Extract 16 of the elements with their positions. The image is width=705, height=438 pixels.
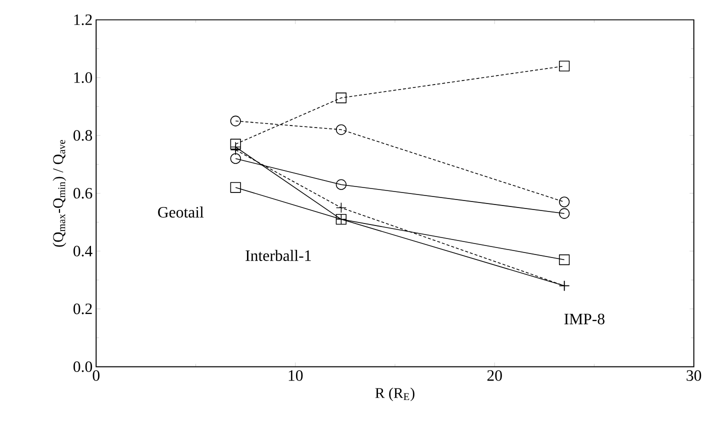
annotation: Geotail [158,206,204,218]
x-tick-label: 20 [487,370,502,381]
y-tick-label: 0.8 [74,130,92,141]
y-tick-label: 1.0 [74,72,92,83]
y-tick-label: 0.0 [74,361,92,372]
x-tick-label: 0 [92,370,100,381]
x-tick-label: 30 [686,370,702,381]
y-tick-label: 0.6 [74,188,92,199]
y-axis-title: (Q$_{max}$-Q$_{min}$) / Q$_{ave}$ [52,140,66,247]
x-axis-title: R (R$_{E}$) [375,388,414,402]
annotation: IMP-8 [564,314,604,324]
x-tick-label: 10 [288,370,303,381]
y-tick-label: 0.2 [74,304,92,314]
y-tick-label: 1.2 [74,14,92,26]
y-tick-label: 0.4 [74,246,92,256]
annotation: Interball-1 [246,250,311,261]
